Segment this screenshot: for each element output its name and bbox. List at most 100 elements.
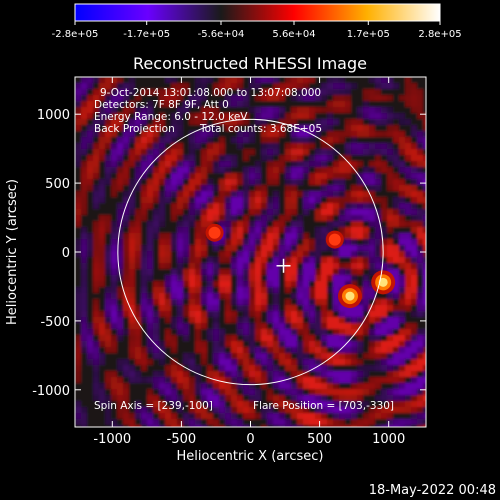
- heatmap-cell: [273, 341, 280, 348]
- heatmap-cell: [123, 419, 130, 426]
- heatmap-cell: [231, 113, 238, 120]
- heatmap-cell: [117, 161, 124, 168]
- heatmap-cell: [363, 407, 370, 414]
- heatmap-cell: [375, 323, 382, 330]
- heatmap-cell: [225, 383, 232, 390]
- heatmap-cell: [171, 251, 178, 258]
- heatmap-cell: [285, 287, 292, 294]
- heatmap-cell: [303, 113, 310, 120]
- heatmap-cell: [417, 383, 424, 390]
- heatmap-cell: [237, 203, 244, 210]
- heatmap-cell: [243, 377, 250, 384]
- heatmap-cell: [111, 263, 118, 270]
- heatmap-cell: [273, 395, 280, 402]
- heatmap-cell: [99, 329, 106, 336]
- heatmap-cell: [405, 167, 412, 174]
- heatmap-cell: [249, 143, 256, 150]
- heatmap-cell: [291, 263, 298, 270]
- heatmap-cell: [285, 239, 292, 246]
- heatmap-cell: [81, 347, 88, 354]
- heatmap-cell: [273, 377, 280, 384]
- heatmap-cell: [387, 401, 394, 408]
- heatmap-cell: [315, 395, 322, 402]
- heatmap-cell: [333, 179, 340, 186]
- heatmap-cell: [417, 77, 424, 84]
- heatmap-cell: [111, 95, 118, 102]
- heatmap-cell: [405, 347, 412, 354]
- heatmap-cell: [87, 257, 94, 264]
- heatmap-cell: [129, 413, 136, 420]
- heatmap-cell: [231, 137, 238, 144]
- heatmap-cell: [309, 233, 316, 240]
- heatmap-cell: [123, 83, 130, 90]
- heatmap-cell: [363, 335, 370, 342]
- heatmap-cell: [189, 407, 196, 414]
- heatmap-cell: [123, 257, 130, 264]
- heatmap-cell: [417, 359, 424, 366]
- heatmap-cell: [309, 227, 316, 234]
- heatmap-cell: [153, 131, 160, 138]
- heatmap-cell: [159, 83, 166, 90]
- heatmap-cell: [393, 89, 400, 96]
- heatmap-cell: [261, 155, 268, 162]
- heatmap-cell: [201, 125, 208, 132]
- heatmap-cell: [351, 173, 358, 180]
- heatmap-cell: [363, 125, 370, 132]
- heatmap-cell: [351, 263, 358, 270]
- heatmap-cell: [99, 299, 106, 306]
- heatmap-cell: [417, 287, 424, 294]
- heatmap-cell: [87, 233, 94, 240]
- heatmap-cell: [135, 173, 142, 180]
- heatmap-cell: [321, 77, 328, 84]
- heatmap-cell: [207, 119, 214, 126]
- heatmap-cell: [129, 179, 136, 186]
- heatmap-cell: [357, 401, 364, 408]
- heatmap-cell: [375, 215, 382, 222]
- heatmap-cell: [93, 149, 100, 156]
- heatmap-cell: [411, 263, 418, 270]
- heatmap-cell: [201, 347, 208, 354]
- heatmap-cell: [267, 185, 274, 192]
- heatmap-cell: [363, 359, 370, 366]
- heatmap-cell: [129, 137, 136, 144]
- heatmap-cell: [393, 167, 400, 174]
- heatmap-cell: [291, 305, 298, 312]
- heatmap-cell: [423, 197, 426, 204]
- heatmap-cell: [375, 311, 382, 318]
- heatmap-cell: [105, 221, 112, 228]
- heatmap-cell: [315, 365, 322, 372]
- heatmap-cell: [177, 251, 184, 258]
- heatmap-cell: [255, 323, 262, 330]
- heatmap-cell: [111, 335, 118, 342]
- heatmap-cell: [141, 377, 148, 384]
- heatmap-cell: [153, 77, 160, 84]
- heatmap-cell: [219, 191, 226, 198]
- heatmap-cell: [255, 335, 262, 342]
- heatmap-cell: [315, 407, 322, 414]
- heatmap-cell: [213, 341, 220, 348]
- heatmap-cell: [141, 155, 148, 162]
- heatmap-cell: [111, 113, 118, 120]
- heatmap-cell: [111, 317, 118, 324]
- heatmap-cell: [87, 155, 94, 162]
- heatmap-cell: [213, 413, 220, 420]
- heatmap-cell: [195, 137, 202, 144]
- heatmap-cell: [357, 203, 364, 210]
- heatmap-cell: [135, 131, 142, 138]
- heatmap-cell: [315, 221, 322, 228]
- heatmap-cell: [87, 173, 94, 180]
- heatmap-cell: [345, 89, 352, 96]
- heatmap-cell: [93, 395, 100, 402]
- heatmap-cell: [255, 257, 262, 264]
- heatmap-cell: [351, 407, 358, 414]
- heatmap-cell: [273, 131, 280, 138]
- heatmap-cell: [393, 77, 400, 84]
- heatmap-cell: [177, 227, 184, 234]
- heatmap-cell: [345, 257, 352, 264]
- heatmap-cell: [291, 155, 298, 162]
- heatmap-cell: [369, 173, 376, 180]
- heatmap-cell: [399, 419, 406, 426]
- heatmap-cell: [237, 407, 244, 414]
- heatmap-cell: [81, 167, 88, 174]
- heatmap-cell: [387, 245, 394, 252]
